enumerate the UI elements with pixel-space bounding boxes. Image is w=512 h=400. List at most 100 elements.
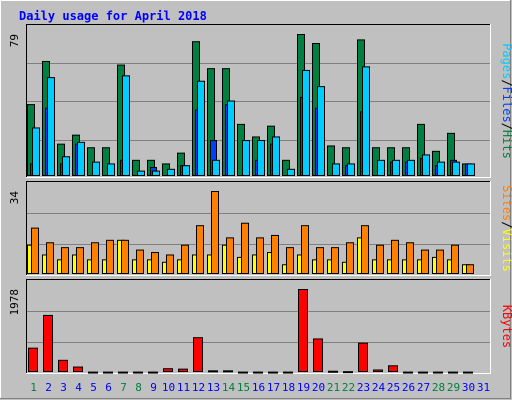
sites-bar — [181, 244, 189, 275]
pages-bar — [152, 170, 160, 176]
side-legend-item: Visits — [500, 229, 512, 272]
sites-bar — [46, 242, 54, 275]
day-label: 10 — [162, 381, 175, 394]
sites-bar — [166, 254, 174, 274]
pages-bar — [107, 163, 115, 177]
y-max-label-panel-2: 34 — [8, 191, 21, 205]
side-legend-item: Sites — [500, 185, 512, 221]
sites-bar — [286, 247, 294, 275]
day-label: 20 — [312, 381, 325, 394]
kbytes-bar — [223, 370, 233, 373]
sites-bar — [376, 244, 384, 275]
side-legend-item: / — [500, 123, 512, 130]
side-legend-panel-3: KBytes — [500, 305, 512, 348]
pages-bar — [227, 100, 235, 176]
day-label: 15 — [237, 381, 250, 394]
kbytes-bar — [463, 371, 473, 374]
day-label: 14 — [222, 381, 236, 394]
sites-bar — [256, 237, 264, 274]
sites-bar — [301, 225, 309, 274]
hits-bar — [87, 147, 95, 177]
day-label: 6 — [105, 381, 112, 394]
kbytes-bar — [418, 371, 428, 374]
hits-bar — [102, 147, 110, 177]
sites-bar — [391, 239, 399, 275]
sites-bar — [451, 244, 459, 275]
pages-bar — [302, 69, 310, 176]
sites-bar — [136, 249, 144, 275]
kbytes-bar — [193, 337, 203, 373]
kbytes-bar — [358, 342, 368, 372]
kbytes-bar — [28, 347, 38, 373]
sites-bar — [151, 252, 159, 275]
day-label: 29 — [447, 381, 460, 394]
kbytes-bar — [343, 371, 353, 374]
day-label: 12 — [192, 381, 205, 394]
day-label: 22 — [342, 381, 355, 394]
day-label: 11 — [177, 381, 190, 394]
pages-bar — [92, 161, 100, 177]
sites-bar — [361, 225, 369, 274]
pages-bar — [377, 159, 385, 176]
pages-bar — [137, 170, 145, 176]
chart-title: Daily usage for April 2018 — [19, 9, 207, 23]
sites-bar — [91, 242, 99, 275]
day-label: 24 — [372, 381, 386, 394]
kbytes-bar — [253, 371, 263, 374]
day-label: 23 — [357, 381, 370, 394]
day-label: 7 — [120, 381, 127, 394]
day-label: 1 — [30, 381, 37, 394]
day-label: 3 — [60, 381, 67, 394]
day-label: 19 — [297, 381, 310, 394]
hits-bar — [282, 159, 290, 176]
day-label: 8 — [135, 381, 142, 394]
day-label: 5 — [90, 381, 97, 394]
day-label: 9 — [150, 381, 157, 394]
pages-bar — [32, 127, 40, 176]
pages-bar — [392, 159, 400, 176]
side-legend-item: KBytes — [500, 305, 512, 348]
day-label: 26 — [402, 381, 415, 394]
kbytes-bar — [43, 314, 53, 372]
kbytes-bar — [163, 368, 173, 372]
kbytes-bar — [73, 366, 83, 372]
pages-bar — [407, 159, 415, 176]
day-label: 21 — [327, 381, 340, 394]
sites-bar — [331, 247, 339, 275]
day-label: 25 — [387, 381, 400, 394]
kbytes-bar — [388, 365, 398, 372]
y-max-label-panel-3: 1978 — [8, 289, 21, 316]
sites-bar — [106, 239, 114, 275]
pages-bar — [362, 66, 370, 176]
pages-bar — [212, 159, 220, 176]
day-label: 13 — [207, 381, 220, 394]
pages-bar — [467, 163, 475, 177]
side-legend-item: Files — [500, 87, 512, 123]
pages-bar — [422, 154, 430, 176]
kbytes-bar — [328, 370, 338, 373]
sites-bar — [241, 222, 249, 274]
pages-bar — [347, 163, 355, 177]
pages-bar — [272, 136, 280, 177]
sites-bar — [76, 247, 84, 275]
panel-2: 34 Sites/Visits — [8, 181, 512, 276]
side-legend-panel-1: Pages/Files/Hits — [500, 43, 512, 159]
pages-bar — [47, 77, 55, 176]
kbytes-bar — [433, 371, 443, 374]
day-label: 28 — [432, 381, 445, 394]
pages-bar — [62, 156, 70, 176]
kbytes-bar — [133, 371, 143, 374]
kbytes-bar — [58, 359, 68, 373]
day-label: 16 — [252, 381, 265, 394]
pages-bar — [287, 168, 295, 176]
side-legend-item: / — [500, 79, 512, 86]
pages-bar — [167, 168, 175, 176]
hits-bar — [132, 159, 140, 176]
hits-bar — [327, 145, 335, 176]
pages-bar — [452, 161, 460, 177]
kbytes-bar — [298, 289, 308, 372]
